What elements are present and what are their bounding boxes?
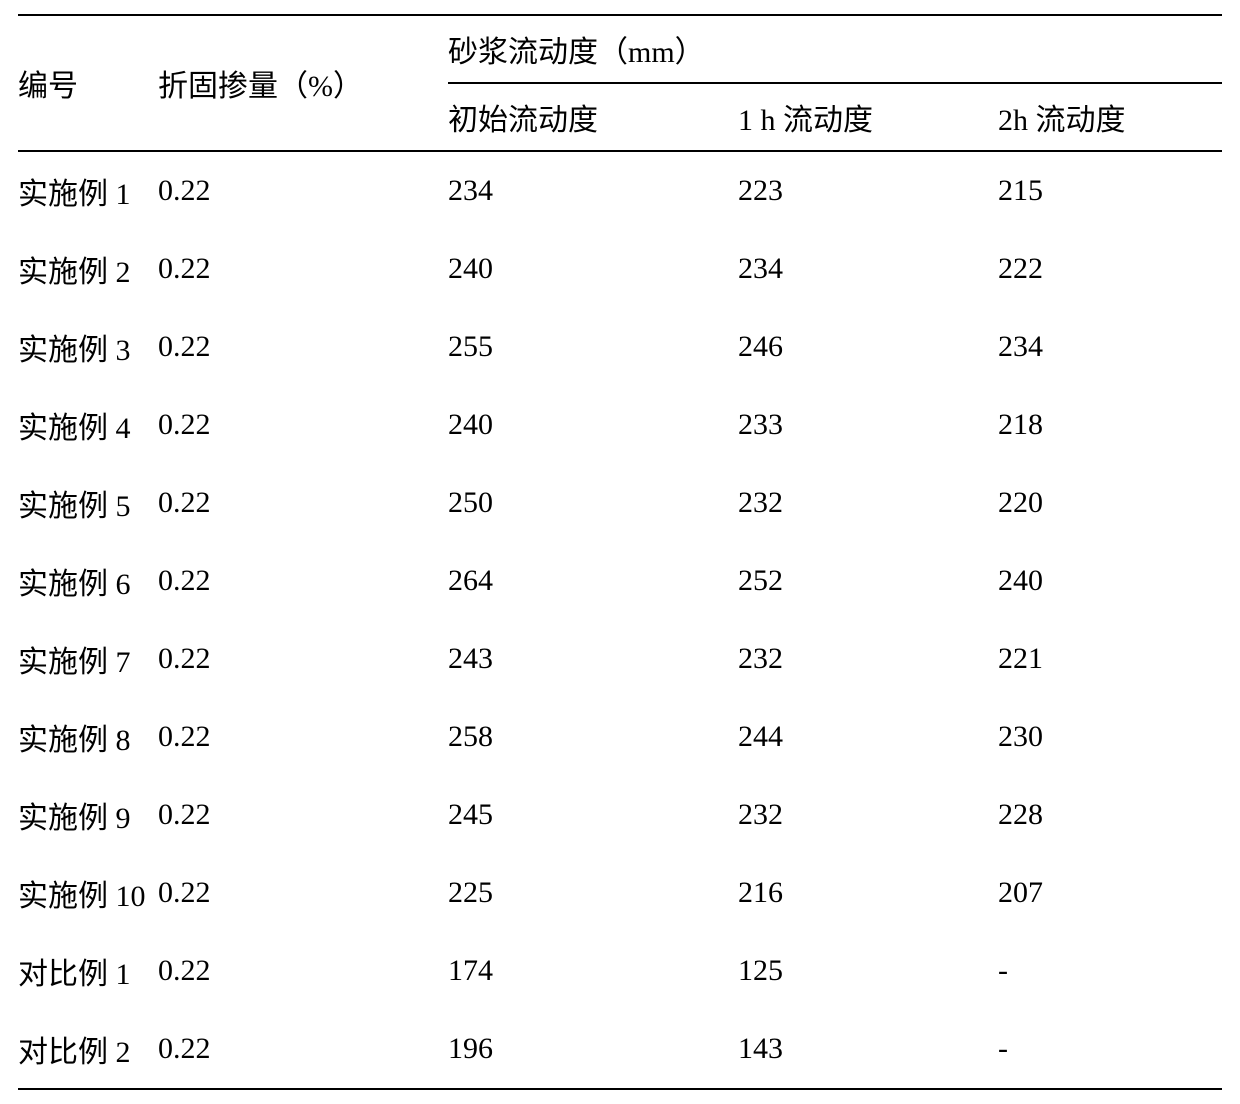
cell-label: 实施例 7: [18, 620, 158, 698]
cell-f2: 240: [998, 542, 1222, 620]
cell-label: 实施例 10: [18, 854, 158, 932]
cell-dosage: 0.22: [158, 620, 448, 698]
cell-label: 对比例 2: [18, 1010, 158, 1089]
cell-f0: 225: [448, 854, 738, 932]
cell-dosage: 0.22: [158, 1010, 448, 1089]
table-row: 实施例 9 0.22 245 232 228: [18, 776, 1222, 854]
cell-f1: 125: [738, 932, 998, 1010]
table-row: 对比例 1 0.22 174 125 -: [18, 932, 1222, 1010]
table-row: 实施例 8 0.22 258 244 230: [18, 698, 1222, 776]
cell-label: 实施例 1: [18, 151, 158, 230]
cell-f0: 250: [448, 464, 738, 542]
cell-f1: 233: [738, 386, 998, 464]
cell-f0: 255: [448, 308, 738, 386]
cell-dosage: 0.22: [158, 854, 448, 932]
cell-f2: 221: [998, 620, 1222, 698]
col-header-flow-1h: 1 h 流动度: [738, 83, 998, 151]
cell-dosage: 0.22: [158, 230, 448, 308]
cell-label: 对比例 1: [18, 932, 158, 1010]
cell-f0: 234: [448, 151, 738, 230]
cell-f1: 223: [738, 151, 998, 230]
table-row: 实施例 10 0.22 225 216 207: [18, 854, 1222, 932]
cell-f0: 245: [448, 776, 738, 854]
cell-f2: 207: [998, 854, 1222, 932]
cell-f1: 234: [738, 230, 998, 308]
cell-f1: 232: [738, 776, 998, 854]
cell-f1: 232: [738, 620, 998, 698]
cell-dosage: 0.22: [158, 464, 448, 542]
table-row: 实施例 6 0.22 264 252 240: [18, 542, 1222, 620]
cell-dosage: 0.22: [158, 776, 448, 854]
cell-label: 实施例 6: [18, 542, 158, 620]
cell-dosage: 0.22: [158, 698, 448, 776]
cell-f2: 218: [998, 386, 1222, 464]
cell-f2: 228: [998, 776, 1222, 854]
cell-f2: 222: [998, 230, 1222, 308]
cell-f0: 243: [448, 620, 738, 698]
cell-f0: 174: [448, 932, 738, 1010]
cell-dosage: 0.22: [158, 932, 448, 1010]
cell-f1: 252: [738, 542, 998, 620]
cell-f2: 234: [998, 308, 1222, 386]
cell-f1: 143: [738, 1010, 998, 1089]
table-row: 对比例 2 0.22 196 143 -: [18, 1010, 1222, 1089]
fluidity-table: 编号 折固掺量（%） 砂浆流动度（mm） 初始流动度 1 h 流动度 2h 流动…: [18, 14, 1222, 1090]
col-header-id: 编号: [18, 15, 158, 151]
table-row: 实施例 7 0.22 243 232 221: [18, 620, 1222, 698]
table-row: 实施例 2 0.22 240 234 222: [18, 230, 1222, 308]
cell-f2: -: [998, 1010, 1222, 1089]
cell-label: 实施例 5: [18, 464, 158, 542]
cell-label: 实施例 4: [18, 386, 158, 464]
cell-f2: -: [998, 932, 1222, 1010]
cell-label: 实施例 2: [18, 230, 158, 308]
table-row: 实施例 4 0.22 240 233 218: [18, 386, 1222, 464]
table-header: 编号 折固掺量（%） 砂浆流动度（mm） 初始流动度 1 h 流动度 2h 流动…: [18, 15, 1222, 151]
cell-dosage: 0.22: [158, 308, 448, 386]
col-header-flow-initial: 初始流动度: [448, 83, 738, 151]
col-header-dosage: 折固掺量（%）: [158, 15, 448, 151]
cell-f0: 196: [448, 1010, 738, 1089]
cell-f0: 264: [448, 542, 738, 620]
cell-f1: 232: [738, 464, 998, 542]
cell-dosage: 0.22: [158, 151, 448, 230]
cell-dosage: 0.22: [158, 386, 448, 464]
cell-f1: 244: [738, 698, 998, 776]
cell-label: 实施例 9: [18, 776, 158, 854]
table-row: 实施例 1 0.22 234 223 215: [18, 151, 1222, 230]
cell-label: 实施例 8: [18, 698, 158, 776]
cell-f0: 240: [448, 386, 738, 464]
page: 编号 折固掺量（%） 砂浆流动度（mm） 初始流动度 1 h 流动度 2h 流动…: [0, 0, 1240, 1104]
cell-f0: 258: [448, 698, 738, 776]
col-header-flow-2h: 2h 流动度: [998, 83, 1222, 151]
table-body: 实施例 1 0.22 234 223 215 实施例 2 0.22 240 23…: [18, 151, 1222, 1089]
cell-dosage: 0.22: [158, 542, 448, 620]
table-row: 实施例 3 0.22 255 246 234: [18, 308, 1222, 386]
cell-f2: 215: [998, 151, 1222, 230]
cell-label: 实施例 3: [18, 308, 158, 386]
table-row: 实施例 5 0.22 250 232 220: [18, 464, 1222, 542]
cell-f0: 240: [448, 230, 738, 308]
cell-f2: 230: [998, 698, 1222, 776]
cell-f1: 216: [738, 854, 998, 932]
col-header-flow-group: 砂浆流动度（mm）: [448, 15, 1222, 83]
cell-f2: 220: [998, 464, 1222, 542]
cell-f1: 246: [738, 308, 998, 386]
